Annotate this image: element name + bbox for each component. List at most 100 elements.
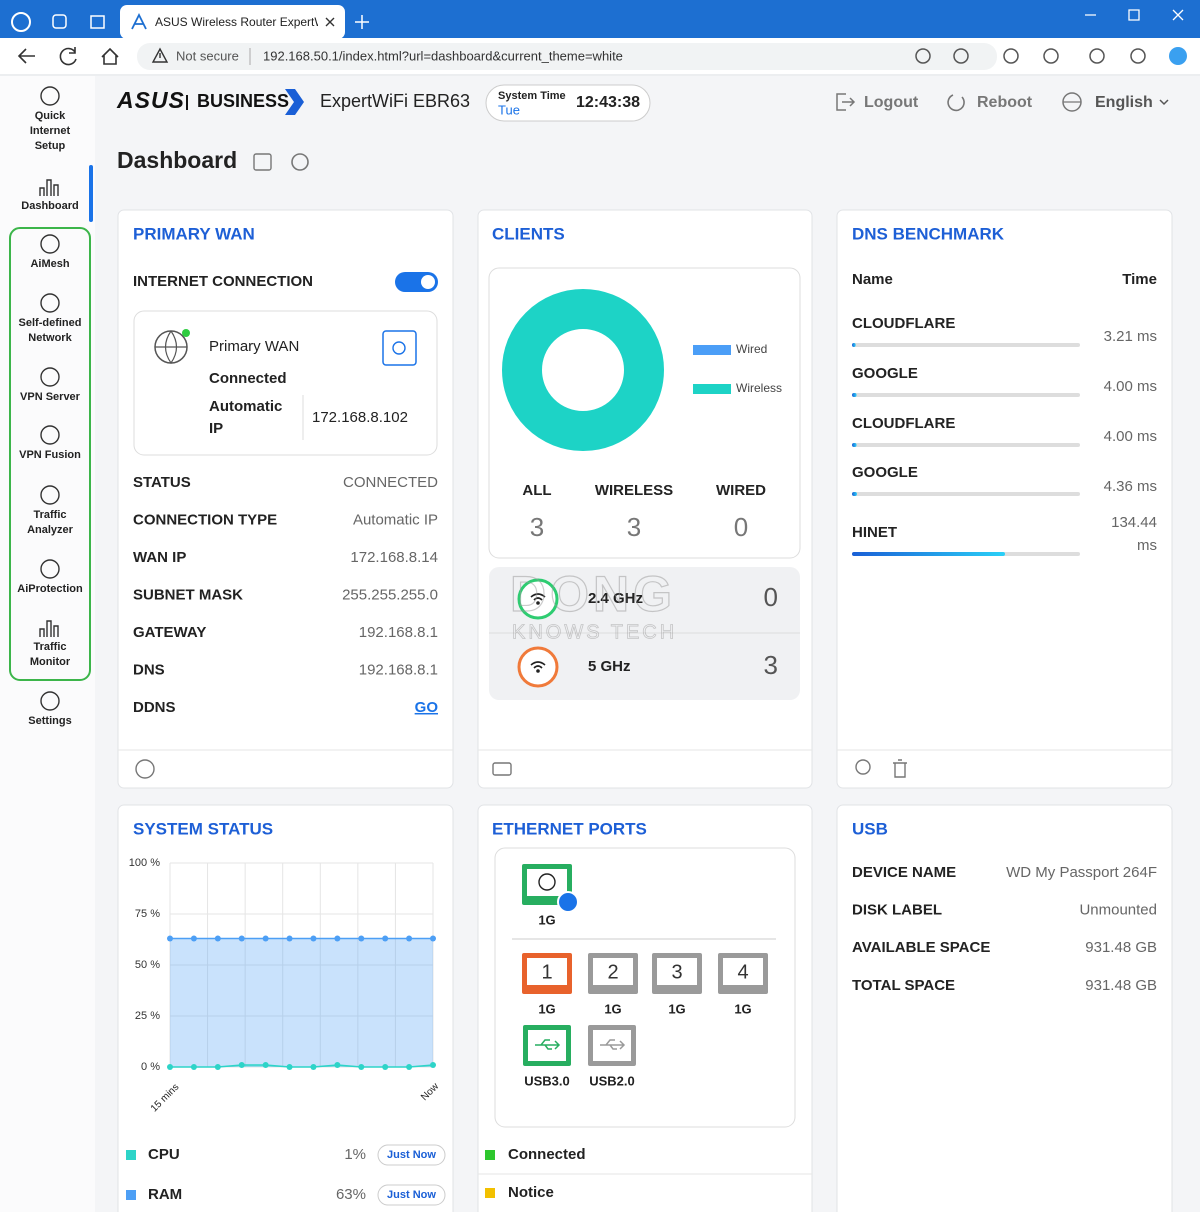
nav-icon — [40, 485, 60, 505]
row-label: DDNS — [133, 699, 176, 716]
nav-label[interactable]: Quick — [35, 110, 66, 122]
count-value: 3 — [627, 512, 641, 542]
row-label: WAN IP — [133, 549, 186, 566]
address-box — [137, 43, 997, 70]
card-title: SYSTEM STATUS — [133, 819, 273, 838]
row-value: Automatic IP — [353, 511, 438, 528]
count-label: ALL — [522, 482, 551, 499]
win-controls[interactable] — [1085, 9, 1184, 21]
usb-label: USB2.0 — [589, 1073, 635, 1088]
dns-name: GOOGLE — [852, 464, 918, 481]
legend-swatch — [126, 1190, 136, 1200]
nav-icon — [39, 620, 59, 637]
port-number: 1 — [541, 961, 552, 983]
nav-label[interactable]: Monitor — [30, 656, 71, 668]
port-speed: 1G — [604, 1001, 621, 1016]
point — [358, 935, 365, 942]
row-label: AVAILABLE SPACE — [852, 939, 990, 956]
card — [117, 804, 454, 1212]
reboot[interactable]: Reboot — [977, 94, 1033, 111]
nav-icons[interactable] — [17, 47, 119, 66]
wan-box — [133, 310, 438, 456]
count-label: WIRED — [716, 482, 766, 499]
nav-icon — [39, 179, 59, 196]
legend-name: CPU — [148, 1146, 180, 1163]
watermark: DONG — [510, 566, 676, 622]
point — [214, 1064, 221, 1070]
nav-icon — [40, 367, 60, 387]
point — [382, 1064, 389, 1070]
dns-time: 4.00 ms — [1103, 427, 1157, 445]
nav-label[interactable]: Settings — [28, 715, 71, 727]
nav-label[interactable]: VPN Fusion — [19, 449, 81, 461]
reading: 1% — [344, 1146, 366, 1163]
ip-label: Automatic — [209, 398, 282, 415]
legend-swatch — [126, 1150, 136, 1160]
band-clients: 0 — [764, 582, 778, 612]
wan-state: Connected — [209, 370, 287, 387]
nav-label[interactable]: Traffic — [33, 641, 66, 653]
card-title: ETHERNET PORTS — [492, 819, 647, 838]
sidebar — [0, 76, 95, 1212]
row-value: 931.48 GB — [1085, 977, 1157, 994]
trash-icon[interactable] — [893, 759, 907, 778]
nav-label[interactable]: Self-defined — [19, 317, 82, 329]
nav-icon — [40, 559, 60, 579]
toolbar-icon — [915, 48, 931, 64]
row-label: TOTAL SPACE — [852, 977, 955, 994]
band-name: 5 GHz — [588, 658, 631, 675]
logout-icon — [836, 93, 856, 111]
wan-port-inner — [527, 869, 567, 896]
warn-icon — [151, 47, 169, 63]
dns-time: 134.44 ms — [1111, 514, 1157, 554]
nav-label[interactable]: Internet — [30, 125, 71, 137]
card-title: USB — [852, 819, 888, 838]
copilot-icon — [1169, 47, 1187, 65]
row-value: 192.168.8.1 — [359, 624, 438, 641]
dns-track — [852, 343, 1080, 347]
legend-label: Wireless — [736, 381, 782, 395]
y-tick-label: 50 % — [135, 959, 160, 971]
count-value: 3 — [530, 512, 544, 542]
point — [167, 935, 173, 942]
nav-label[interactable]: Dashboard — [21, 200, 78, 212]
nav-label[interactable]: VPN Server — [20, 391, 81, 403]
toggle-knob — [421, 275, 435, 289]
nav-label[interactable]: Network — [28, 332, 72, 344]
point — [430, 1061, 436, 1068]
language[interactable]: English — [1095, 94, 1153, 111]
footer-icon — [135, 759, 155, 779]
dns-name: GOOGLE — [852, 365, 918, 382]
nav-label[interactable]: Setup — [35, 140, 66, 152]
toolbar-icon — [1043, 48, 1059, 64]
sidebar-highlight — [9, 227, 91, 681]
new-tab[interactable] — [355, 15, 369, 29]
nav-icon — [40, 86, 60, 106]
logout[interactable]: Logout — [864, 94, 919, 111]
nav-label[interactable]: Analyzer — [27, 524, 74, 536]
nav-label[interactable]: Traffic — [33, 509, 66, 521]
lan-port-inner — [593, 958, 633, 985]
add-widget-icon — [253, 153, 272, 171]
usb-glyph — [600, 1039, 626, 1050]
ddns-link[interactable]: GO — [415, 699, 439, 716]
row-value: CONNECTED — [343, 474, 438, 491]
settings-icon — [291, 153, 309, 171]
card-title: DNS BENCHMARK — [852, 224, 1005, 243]
point — [286, 1064, 293, 1070]
point — [310, 1064, 317, 1070]
dns-track — [852, 393, 1080, 397]
count-label: WIRELESS — [595, 482, 673, 499]
donut-segment — [502, 289, 664, 451]
row-label: DEVICE NAME — [852, 864, 956, 881]
point — [382, 935, 389, 942]
dns-bar — [852, 343, 856, 347]
tab-icon — [90, 15, 105, 29]
wan-settings — [382, 330, 417, 366]
nav-label[interactable]: AiProtection — [17, 583, 83, 595]
point — [286, 935, 293, 942]
ip-label: IP — [209, 420, 223, 437]
nav-label[interactable]: AiMesh — [30, 258, 69, 270]
wifi-glyph — [530, 593, 546, 601]
